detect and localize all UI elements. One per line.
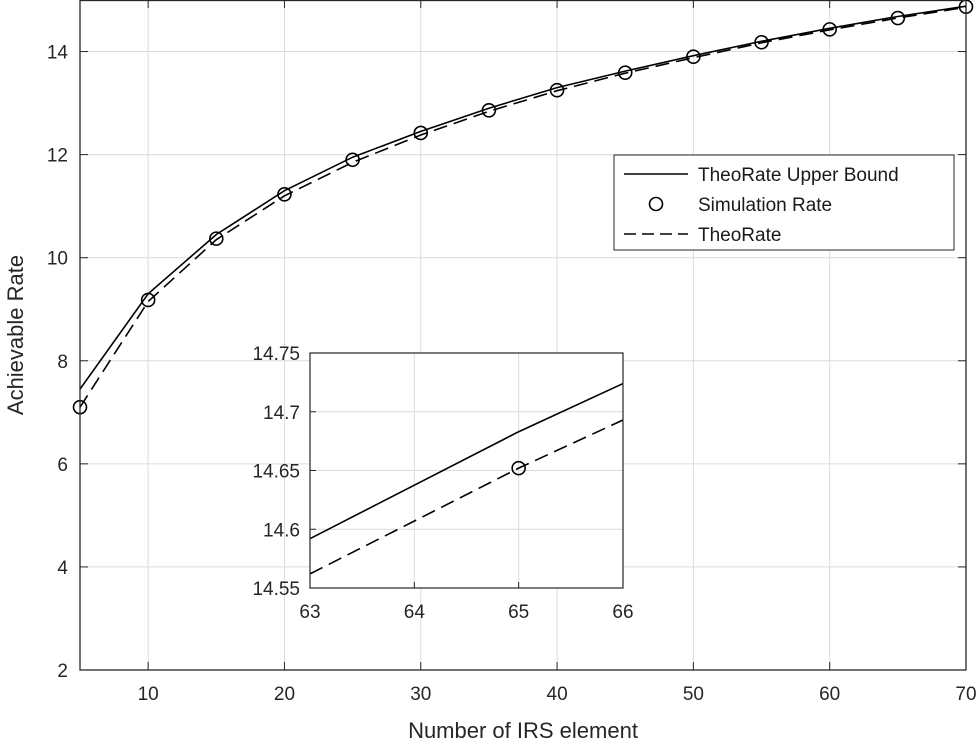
inset-y-tick-label: 14.75 [252,344,300,365]
legend-entry-simulation-rate: Simulation Rate [698,195,832,216]
inset-x-tick-label: 64 [404,602,426,623]
inset-ticks: 63 64 65 66 14.55 14.6 14.65 14.7 14.75 [252,344,633,623]
simulation-rate-marker [140,292,156,308]
simulation-rate-marker [209,231,224,246]
y-axis-label: Achievable Rate [3,255,28,415]
y-tick-label: 2 [57,661,68,682]
simulation-rate-marker [277,187,292,202]
inset-theorate-upper-bound-line [309,382,624,540]
inset-y-tick-label: 14.7 [263,403,300,424]
y-tick-label: 14 [47,43,69,64]
legend-entry-theorate: TheoRate [698,225,781,246]
simulation-rate-marker [617,65,633,80]
inset-y-tick-label: 14.6 [263,520,300,541]
inset-x-tick-label: 66 [612,602,633,623]
y-tick-label: 4 [57,558,68,579]
inset-y-tick-label: 14.55 [252,579,300,600]
inset-y-tick-label: 14.65 [252,462,300,483]
x-tick-label: 60 [819,684,840,705]
x-tick-label: 30 [410,684,431,705]
legend: TheoRate Upper Bound Simulation Rate The… [613,154,955,251]
x-tick-label: 20 [274,684,295,705]
simulation-rate-marker [549,82,565,98]
x-axis-label: Number of IRS element [408,718,638,743]
inset-x-tick-label: 65 [508,602,529,623]
inset-x-tick-label: 63 [299,602,320,623]
inset-theorate-line [309,419,624,575]
main-ticks: 10 20 30 40 50 60 70 2 4 6 8 10 12 14 [47,0,977,705]
simulation-rate-marker [822,22,837,37]
y-tick-label: 10 [47,249,68,270]
main-plot-frame [79,0,967,671]
simulation-rate-marker [481,102,497,118]
x-tick-label: 40 [547,684,568,705]
y-tick-label: 12 [47,146,68,167]
simulation-rate-marker [890,10,906,26]
y-tick-label: 8 [57,352,68,373]
x-tick-label: 50 [683,684,704,705]
legend-circle-marker-icon [648,196,664,212]
main-series [72,0,974,415]
x-tick-label: 10 [138,684,159,705]
inset-zoom-plot: 63 64 65 66 14.55 14.6 14.65 14.7 14.75 [252,344,633,623]
theorate-line [79,6,967,408]
legend-entry-theorate-upper-bound: TheoRate Upper Bound [698,165,899,186]
theorate-upper-bound-line [79,5,967,390]
y-tick-label: 6 [57,455,68,476]
inset-simulation-rate-marker [511,460,526,476]
x-tick-label: 70 [955,684,976,705]
inset-series [309,382,624,575]
